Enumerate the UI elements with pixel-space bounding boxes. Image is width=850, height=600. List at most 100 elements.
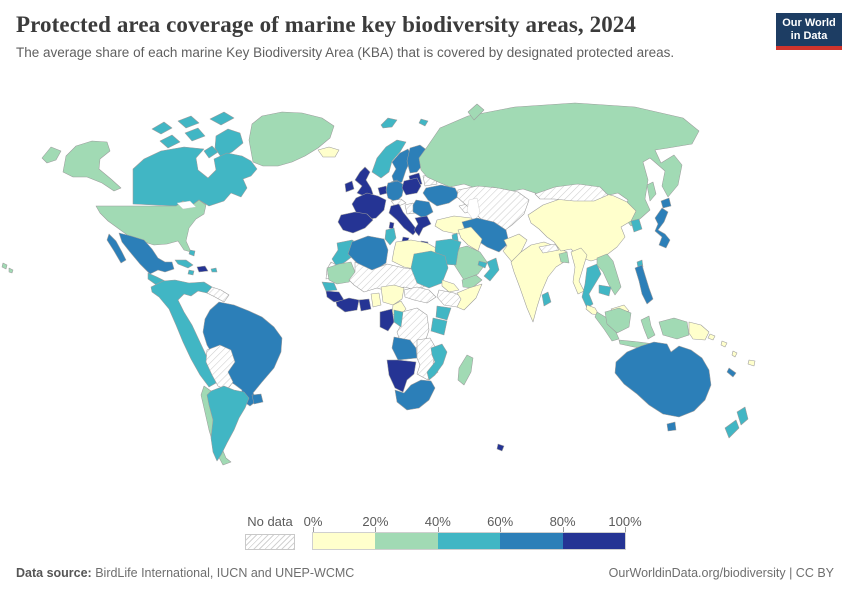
region-svalbard[interactable]: Svalbard: 40-60% [418, 118, 429, 127]
region-fiji[interactable]: Fiji: 0-20% [747, 359, 756, 367]
region-laos-vietnam[interactable]: Vietnam and Laos: 20-40% [596, 253, 622, 296]
region-canadian-arctic[interactable]: Canadian Arctic islands: 40-60% [159, 134, 181, 149]
region-nepal[interactable]: Nepal: No data [538, 243, 560, 254]
region-japan[interactable]: Japan: 60-80% [654, 207, 671, 249]
region-canadian-arctic[interactable]: Canadian Arctic islands: 40-60% [184, 127, 206, 142]
region-madagascar[interactable]: Madagascar: 20-40% [457, 354, 474, 386]
region-thailand[interactable]: Thailand: 40-60% [581, 263, 602, 309]
region-vanuatu[interactable]: Solomon Islands and Vanuatu: 0-20% [731, 350, 738, 358]
region-central-asia[interactable]: Central Asia and Afghanistan: No data [456, 185, 530, 234]
region-nigeria[interactable]: Nigeria: 0-20% [380, 284, 405, 306]
region-solomon[interactable]: Solomon Islands and Vanuatu: 0-20% [720, 340, 728, 348]
region-sweden[interactable]: Sweden: 60-80% [391, 148, 413, 187]
region-hokkaido[interactable]: Japan: 60-80% [660, 197, 672, 209]
region-bahamas[interactable]: Bahamas: 40-60% [188, 249, 196, 257]
region-jamaica[interactable]: Jamaica: 40-60% [187, 269, 195, 276]
region-cambodia[interactable]: Cambodia: 40-60% [598, 284, 612, 297]
region-australia[interactable]: Australia: 60-80% [614, 341, 712, 418]
region-tunisia[interactable]: Tunisia: 40-60% [384, 227, 397, 246]
region-west-papua[interactable]: Indonesia: 20-40% [658, 317, 690, 340]
region-gabon[interactable]: Gabon and Equatorial Guinea: 80-100% [379, 308, 395, 332]
region-liberia-ci[interactable]: Liberia and Cote d'Ivoire: 80-100% [335, 297, 360, 313]
region-malaysia[interactable]: Malaysia: 0-20% [585, 304, 600, 316]
region-cuba[interactable]: Cuba: 40-60% [174, 259, 194, 269]
region-greece[interactable]: Greece: 80-100% [413, 215, 432, 237]
region-new-zealand-south[interactable]: New Zealand: 40-60% [724, 419, 740, 439]
region-tanzania[interactable]: Tanzania: 40-60% [430, 317, 448, 336]
region-iceland[interactable]: Iceland: 0-20% [317, 146, 340, 158]
legend-color-bar[interactable] [312, 532, 626, 550]
legend-segment-0-20%[interactable] [313, 533, 376, 549]
region-alaska-west[interactable]: Alaska (United States): 20-40% [41, 146, 62, 164]
region-senegal[interactable]: Senegal and Gambia: 40-60% [321, 281, 338, 292]
region-togo-benin[interactable]: Togo and Benin: 0-20% [370, 292, 382, 308]
region-kerguelen[interactable]: French Southern Territories: 80-100% [496, 443, 505, 452]
region-alaska[interactable]: Alaska (United States): 20-40% [62, 140, 122, 192]
region-hispaniola[interactable]: Dominican Republic and Haiti: 80-100% [196, 265, 209, 273]
region-canadian-arctic[interactable]: Canadian Arctic islands: 40-60% [203, 145, 219, 159]
region-uk[interactable]: United Kingdom: 80-100% [354, 166, 374, 197]
region-mozambique[interactable]: Mozambique: 40-60% [426, 343, 448, 381]
region-canadian-arctic[interactable]: Canadian Arctic islands: 40-60% [177, 115, 200, 129]
owid-logo[interactable]: Our World in Data [776, 13, 842, 50]
region-greenland[interactable]: Greenland: 20-40% [248, 111, 335, 167]
region-algeria[interactable]: Algeria: 60-80% [347, 235, 389, 273]
region-hawaii[interactable]: Hawaii (United States): 20-40% [8, 267, 14, 274]
region-eritrea[interactable]: Eritrea and Djibouti: 0-20% [441, 279, 460, 293]
region-sri-lanka[interactable]: Sri Lanka: 40-60% [541, 291, 552, 307]
region-congo[interactable]: Republic of the Congo: 40-60% [393, 309, 404, 328]
legend-segment-20-40%[interactable] [375, 533, 438, 549]
region-borneo[interactable]: Indonesia: 20-40% [604, 307, 632, 334]
region-india[interactable]: India: 0-20% [510, 241, 568, 323]
region-guyanas[interactable]: Guyana and Suriname: No data [206, 286, 230, 303]
region-mongolia[interactable]: Mongolia: No data [534, 183, 609, 202]
legend-no-data[interactable]: No data [245, 514, 295, 550]
credit-link[interactable]: OurWorldinData.org/biodiversity | CC BY [608, 566, 834, 580]
region-somalia[interactable]: Somalia: 0-20% [456, 283, 483, 311]
region-kenya[interactable]: Kenya: 40-60% [435, 305, 452, 321]
region-namibia[interactable]: Namibia: 80-100% [386, 359, 417, 393]
region-svalbard[interactable]: Svalbard: 40-60% [380, 117, 398, 129]
region-solomon[interactable]: Solomon Islands and Vanuatu: 0-20% [707, 333, 716, 341]
region-poland[interactable]: Poland: 80-100% [401, 177, 422, 196]
region-oman[interactable]: Oman: 40-60% [483, 257, 500, 282]
region-ireland[interactable]: Ireland: 80-100% [344, 180, 355, 193]
region-iberia[interactable]: Spain and Portugal: 80-100% [337, 211, 374, 234]
region-colombia-venezuela-peru[interactable]: Colombia, Venezuela, Ecuador and Peru: 4… [150, 279, 217, 388]
region-canadian-arctic[interactable]: Canadian Arctic islands: 40-60% [151, 121, 173, 135]
region-novaya-zemlya[interactable]: Russia: 20-40% [467, 103, 485, 121]
region-bangladesh[interactable]: Bangladesh: 20-40% [558, 251, 570, 264]
region-baja-california[interactable]: Mexico: 60-80% [106, 233, 127, 264]
region-puerto-rico[interactable]: Puerto Rico: 40-60% [210, 267, 218, 273]
region-new-caledonia[interactable]: New Caledonia: 60-80% [726, 367, 737, 378]
region-new-zealand-north[interactable]: New Zealand: 40-60% [736, 406, 749, 426]
region-ukraine[interactable]: Ukraine: 60-80% [422, 184, 460, 207]
region-myanmar[interactable]: Myanmar: 0-20% [570, 247, 588, 295]
region-ghana[interactable]: Ghana: 80-100% [358, 298, 372, 312]
region-norway[interactable]: Norway: 40-60% [371, 139, 407, 179]
region-hawaii[interactable]: Hawaii (United States): 20-40% [1, 262, 8, 270]
region-south-africa[interactable]: South Africa: 60-80% [394, 379, 436, 411]
legend-segment-80-100%[interactable] [562, 533, 626, 549]
legend-segment-60-80%[interactable] [500, 533, 563, 549]
region-canada[interactable]: Canada: 40-60% [132, 146, 258, 207]
region-car-ssudan[interactable]: Central African Republic and South Sudan… [403, 286, 437, 304]
region-bolivia-paraguay[interactable]: Bolivia and Paraguay: No data [205, 344, 236, 391]
region-romania-bulgaria[interactable]: Romania and Bulgaria: 60-80% [412, 199, 434, 219]
region-mexico[interactable]: Mexico: 60-80% [118, 232, 175, 275]
region-gulf-states[interactable]: United Arab Emirates and Qatar: 40-60% [477, 260, 488, 269]
region-canadian-arctic[interactable]: Canadian Arctic islands: 40-60% [209, 111, 235, 126]
legend-segment-40-60%[interactable] [437, 533, 501, 549]
region-sakhalin[interactable]: Russia: 20-40% [646, 181, 657, 202]
region-south-korea[interactable]: South Korea: 40-60% [630, 218, 643, 233]
legend-no-data-swatch[interactable] [245, 534, 295, 550]
region-italy[interactable]: Italy: 80-100% [388, 203, 418, 236]
region-sulawesi[interactable]: Indonesia: 20-40% [640, 315, 656, 340]
region-uruguay[interactable]: Uruguay: 60-80% [251, 393, 264, 405]
region-argentina[interactable]: Argentina: 40-60% [206, 385, 250, 462]
region-png[interactable]: Papua New Guinea: 0-20% [688, 321, 710, 341]
region-tasmania[interactable]: Australia: 60-80% [666, 421, 677, 432]
region-philippines[interactable]: Philippines: 60-80% [634, 264, 654, 305]
region-germany[interactable]: Germany: 60-80% [385, 180, 405, 203]
region-canadian-arctic[interactable]: Canadian Arctic islands: 40-60% [214, 128, 244, 158]
